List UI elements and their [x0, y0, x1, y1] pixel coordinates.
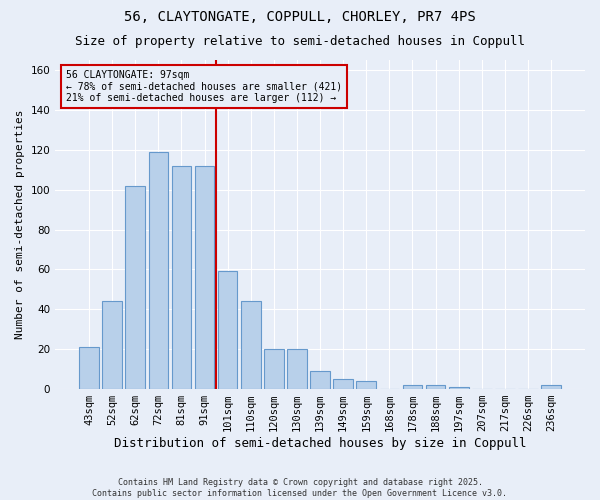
Bar	[426, 385, 445, 389]
Text: Size of property relative to semi-detached houses in Coppull: Size of property relative to semi-detach…	[75, 35, 525, 48]
X-axis label: Distribution of semi-detached houses by size in Coppull: Distribution of semi-detached houses by …	[114, 437, 526, 450]
Text: 56 CLAYTONGATE: 97sqm
← 78% of semi-detached houses are smaller (421)
21% of sem: 56 CLAYTONGATE: 97sqm ← 78% of semi-deta…	[66, 70, 342, 103]
Bar	[103, 302, 122, 389]
Bar	[264, 349, 284, 389]
Bar	[195, 166, 214, 389]
Text: Contains HM Land Registry data © Crown copyright and database right 2025.
Contai: Contains HM Land Registry data © Crown c…	[92, 478, 508, 498]
Bar	[287, 349, 307, 389]
Bar	[449, 387, 469, 389]
Bar	[149, 152, 168, 389]
Bar	[310, 371, 330, 389]
Bar	[334, 379, 353, 389]
Y-axis label: Number of semi-detached properties: Number of semi-detached properties	[15, 110, 25, 340]
Bar	[356, 381, 376, 389]
Bar	[125, 186, 145, 389]
Bar	[403, 385, 422, 389]
Bar	[541, 385, 561, 389]
Bar	[79, 347, 99, 389]
Bar	[218, 272, 238, 389]
Text: 56, CLAYTONGATE, COPPULL, CHORLEY, PR7 4PS: 56, CLAYTONGATE, COPPULL, CHORLEY, PR7 4…	[124, 10, 476, 24]
Bar	[241, 302, 260, 389]
Bar	[172, 166, 191, 389]
